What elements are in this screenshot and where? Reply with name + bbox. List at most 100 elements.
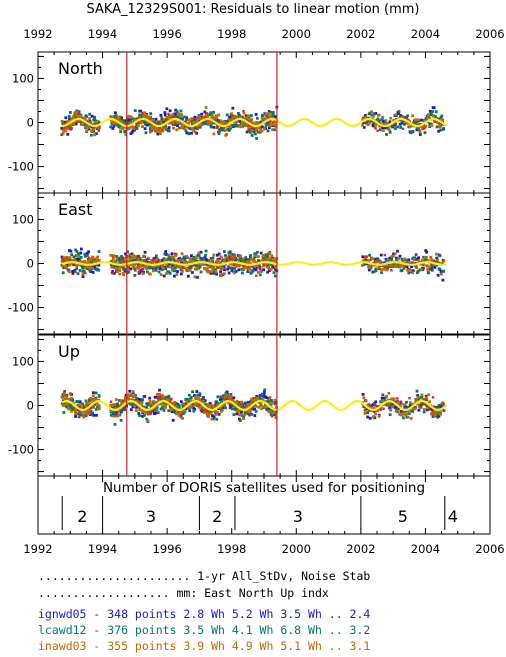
data-point bbox=[89, 120, 93, 124]
data-point bbox=[223, 268, 226, 272]
data-point bbox=[229, 257, 232, 260]
data-point bbox=[274, 410, 278, 414]
data-point bbox=[132, 402, 136, 406]
data-point bbox=[97, 405, 101, 408]
data-point bbox=[369, 266, 373, 270]
data-point bbox=[242, 267, 245, 270]
data-point bbox=[79, 115, 83, 118]
data-point bbox=[413, 407, 417, 411]
data-point bbox=[198, 393, 202, 397]
data-point bbox=[396, 125, 400, 129]
data-point bbox=[165, 115, 169, 119]
data-point bbox=[146, 123, 150, 127]
data-point bbox=[272, 410, 276, 414]
data-point bbox=[244, 124, 248, 128]
data-point bbox=[267, 266, 270, 270]
data-point bbox=[367, 403, 371, 407]
data-point bbox=[118, 269, 122, 272]
data-point bbox=[264, 113, 268, 116]
data-point bbox=[176, 259, 179, 262]
data-point bbox=[133, 109, 137, 112]
data-point bbox=[233, 255, 236, 258]
data-point bbox=[140, 116, 144, 119]
data-point bbox=[171, 264, 175, 268]
data-point bbox=[86, 254, 89, 258]
data-point bbox=[216, 259, 219, 263]
data-point bbox=[223, 395, 227, 399]
data-point bbox=[76, 115, 80, 119]
data-point bbox=[256, 255, 260, 259]
data-point bbox=[193, 130, 197, 134]
data-point bbox=[253, 408, 257, 411]
data-point bbox=[407, 260, 411, 264]
data-point bbox=[383, 267, 387, 271]
data-point bbox=[122, 406, 126, 410]
data-point bbox=[124, 393, 128, 397]
data-point bbox=[152, 258, 155, 261]
data-point bbox=[422, 123, 425, 127]
data-point bbox=[193, 407, 197, 411]
data-point bbox=[195, 124, 199, 128]
data-point bbox=[114, 267, 118, 270]
data-point bbox=[258, 394, 262, 397]
data-point bbox=[388, 120, 392, 124]
data-point bbox=[159, 396, 162, 399]
data-point bbox=[111, 115, 114, 119]
data-point bbox=[204, 249, 208, 253]
data-point bbox=[256, 264, 259, 268]
data-point bbox=[148, 400, 152, 403]
data-point bbox=[164, 395, 168, 399]
data-point bbox=[400, 121, 404, 125]
data-point bbox=[216, 411, 219, 414]
data-point bbox=[423, 255, 427, 259]
data-point bbox=[261, 116, 265, 120]
data-point bbox=[389, 402, 393, 406]
data-point bbox=[227, 251, 231, 255]
data-point bbox=[197, 262, 201, 266]
data-point bbox=[247, 403, 251, 406]
data-point bbox=[147, 403, 150, 407]
data-point bbox=[88, 402, 92, 406]
data-point bbox=[111, 127, 115, 130]
data-point bbox=[230, 114, 234, 118]
data-point bbox=[193, 125, 197, 128]
data-point bbox=[127, 393, 131, 397]
data-point bbox=[137, 121, 140, 125]
data-point bbox=[251, 397, 255, 401]
stats-row: ignwd05 - 348 points 2.8 Wh 5.2 Wh 3.5 W… bbox=[38, 607, 370, 621]
data-point bbox=[268, 119, 272, 123]
panel-label: North bbox=[58, 59, 103, 78]
data-point bbox=[238, 413, 241, 417]
data-point bbox=[267, 112, 271, 115]
data-point bbox=[210, 260, 213, 264]
data-point bbox=[169, 258, 173, 262]
data-point bbox=[274, 264, 278, 268]
data-point bbox=[402, 416, 405, 420]
data-point bbox=[214, 116, 218, 120]
data-point bbox=[71, 259, 74, 263]
data-point bbox=[237, 264, 241, 268]
data-point bbox=[405, 400, 408, 404]
data-point bbox=[424, 396, 428, 400]
data-point bbox=[237, 409, 241, 413]
data-point bbox=[392, 262, 396, 265]
data-point bbox=[387, 392, 391, 395]
data-point bbox=[247, 117, 251, 121]
data-point bbox=[168, 109, 172, 113]
data-point bbox=[164, 406, 167, 409]
data-point bbox=[258, 124, 262, 128]
data-point bbox=[409, 269, 413, 273]
data-point bbox=[267, 400, 271, 403]
data-point bbox=[185, 255, 189, 258]
data-point bbox=[419, 268, 423, 272]
data-point bbox=[143, 395, 147, 398]
data-point bbox=[245, 266, 248, 270]
data-point bbox=[64, 402, 68, 406]
data-point bbox=[376, 258, 380, 262]
data-point bbox=[91, 255, 95, 259]
data-point bbox=[395, 256, 398, 260]
x-tick-label: 2004 bbox=[411, 542, 440, 556]
data-point bbox=[71, 270, 75, 273]
data-point bbox=[118, 260, 122, 264]
data-point bbox=[93, 265, 96, 269]
